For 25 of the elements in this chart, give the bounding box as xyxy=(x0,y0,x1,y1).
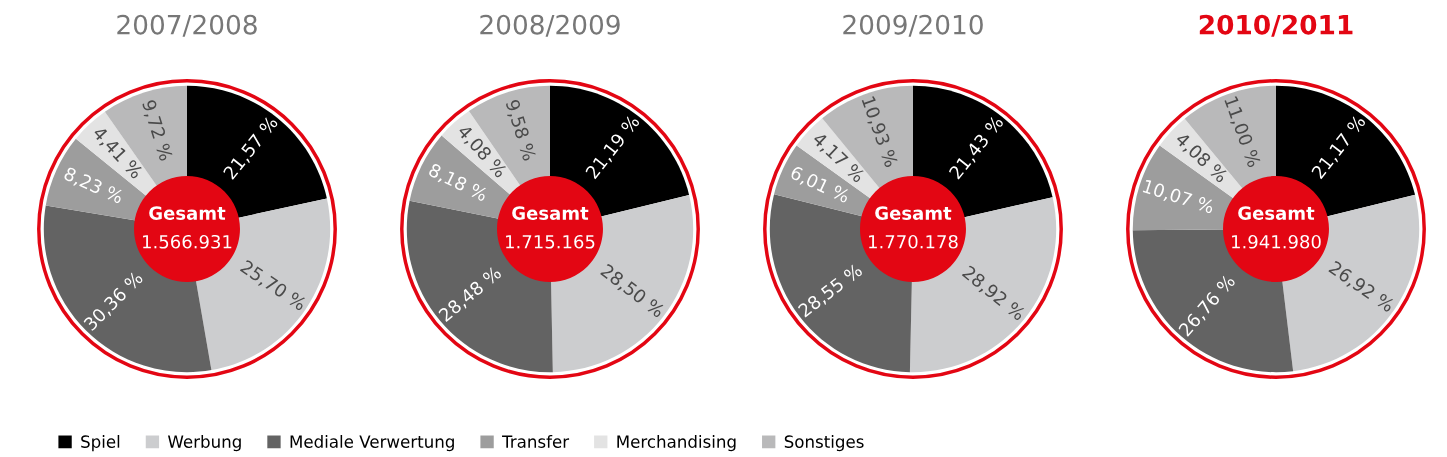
chart-title: 2008/2009 xyxy=(480,14,620,37)
chart-title: 2007/2008 xyxy=(117,14,257,37)
data-label: 8,18 % xyxy=(427,162,489,204)
data-label: 8,23 % xyxy=(62,166,125,206)
text: Gesamt xyxy=(1238,206,1315,220)
legend-label: Sonstiges xyxy=(784,435,864,452)
legend-label: Merchandising xyxy=(617,435,736,452)
data-label: 10,07 % xyxy=(1141,179,1215,216)
data-label: 9,58 % xyxy=(503,98,537,162)
text: Gesamt xyxy=(512,206,589,220)
text: 1.941.980 xyxy=(1232,234,1321,249)
text: Gesamt xyxy=(875,206,952,220)
text: Gesamt xyxy=(149,206,226,220)
data-label: 10,93 % xyxy=(859,95,899,169)
chart-title: 2009/2010 xyxy=(843,14,983,37)
text: 1.566.931 xyxy=(143,234,232,249)
text: 1.770.178 xyxy=(869,234,958,249)
legend-label: Mediale Verwertung xyxy=(290,435,454,452)
text: 1.715.165 xyxy=(506,234,595,249)
chart-title: 2010/2011 xyxy=(1199,14,1353,37)
legend-label: Spiel xyxy=(81,435,120,452)
legend-label: Werbung xyxy=(167,435,241,452)
data-label: 11,00 % xyxy=(1222,95,1262,169)
legend-label: Transfer xyxy=(502,435,570,448)
data-label: 9,72 % xyxy=(140,99,174,162)
